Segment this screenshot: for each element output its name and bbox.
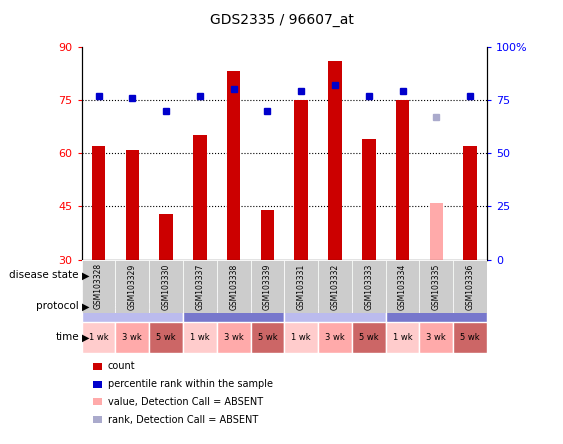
- Bar: [318, 322, 352, 353]
- Text: disease state: disease state: [10, 270, 79, 280]
- Bar: [92, 146, 105, 260]
- Text: 1 wk: 1 wk: [292, 333, 311, 342]
- Bar: [430, 203, 443, 260]
- Text: 3 wk: 3 wk: [426, 333, 446, 342]
- Bar: [115, 260, 149, 313]
- Text: training: training: [416, 301, 457, 311]
- Text: 3 wk: 3 wk: [224, 333, 244, 342]
- Bar: [183, 291, 284, 322]
- Text: percentile rank within the sample: percentile rank within the sample: [108, 379, 272, 389]
- Text: healthy: healthy: [162, 270, 204, 280]
- Text: 5 wk: 5 wk: [258, 333, 277, 342]
- Bar: [126, 150, 139, 260]
- Bar: [217, 322, 251, 353]
- Text: GSM103338: GSM103338: [229, 263, 238, 309]
- Text: 5 wk: 5 wk: [157, 333, 176, 342]
- Bar: [318, 260, 352, 313]
- Text: GSM103335: GSM103335: [432, 263, 441, 309]
- Bar: [453, 322, 487, 353]
- Text: value, Detection Call = ABSENT: value, Detection Call = ABSENT: [108, 397, 263, 407]
- Bar: [396, 100, 409, 260]
- Text: diabetic: diabetic: [363, 270, 408, 280]
- Bar: [193, 135, 207, 260]
- Bar: [284, 260, 487, 291]
- Text: GSM103334: GSM103334: [398, 263, 407, 309]
- Text: count: count: [108, 361, 135, 371]
- Text: GSM103333: GSM103333: [364, 263, 373, 309]
- Bar: [82, 260, 284, 291]
- Text: ▶: ▶: [82, 333, 90, 342]
- Bar: [386, 291, 487, 322]
- Text: GSM103329: GSM103329: [128, 263, 137, 309]
- Text: sedentary: sedentary: [106, 301, 159, 311]
- Text: GSM103337: GSM103337: [195, 263, 204, 309]
- Bar: [362, 139, 376, 260]
- Text: rank, Detection Call = ABSENT: rank, Detection Call = ABSENT: [108, 415, 258, 424]
- Text: 1 wk: 1 wk: [190, 333, 209, 342]
- Text: ▶: ▶: [82, 270, 90, 280]
- Text: 5 wk: 5 wk: [359, 333, 378, 342]
- Bar: [463, 146, 477, 260]
- Bar: [82, 291, 183, 322]
- Text: 1 wk: 1 wk: [89, 333, 108, 342]
- Bar: [115, 322, 149, 353]
- Bar: [183, 322, 217, 353]
- Text: protocol: protocol: [36, 301, 79, 311]
- Bar: [149, 322, 183, 353]
- Text: GSM103330: GSM103330: [162, 263, 171, 309]
- Bar: [386, 322, 419, 353]
- Bar: [328, 61, 342, 260]
- Bar: [227, 71, 240, 260]
- Bar: [261, 210, 274, 260]
- Text: 3 wk: 3 wk: [122, 333, 142, 342]
- Text: ▶: ▶: [82, 301, 90, 311]
- Bar: [251, 322, 284, 353]
- Text: GSM103336: GSM103336: [466, 263, 475, 309]
- Text: GSM103328: GSM103328: [94, 263, 103, 309]
- Bar: [386, 260, 419, 313]
- Text: GSM103339: GSM103339: [263, 263, 272, 309]
- Bar: [82, 322, 115, 353]
- Bar: [352, 260, 386, 313]
- Text: 3 wk: 3 wk: [325, 333, 345, 342]
- Bar: [453, 260, 487, 313]
- Bar: [82, 260, 115, 313]
- Bar: [294, 100, 308, 260]
- Text: GSM103331: GSM103331: [297, 263, 306, 309]
- Bar: [159, 214, 173, 260]
- Text: GSM103332: GSM103332: [330, 263, 339, 309]
- Bar: [183, 260, 217, 313]
- Text: 5 wk: 5 wk: [461, 333, 480, 342]
- Bar: [251, 260, 284, 313]
- Bar: [217, 260, 251, 313]
- Bar: [352, 322, 386, 353]
- Text: GDS2335 / 96607_at: GDS2335 / 96607_at: [209, 13, 354, 28]
- Text: 1 wk: 1 wk: [393, 333, 412, 342]
- Text: training: training: [213, 301, 254, 311]
- Bar: [419, 260, 453, 313]
- Bar: [284, 322, 318, 353]
- Bar: [284, 291, 386, 322]
- Bar: [419, 322, 453, 353]
- Text: time: time: [55, 333, 79, 342]
- Bar: [149, 260, 183, 313]
- Text: sedentary: sedentary: [309, 301, 361, 311]
- Bar: [284, 260, 318, 313]
